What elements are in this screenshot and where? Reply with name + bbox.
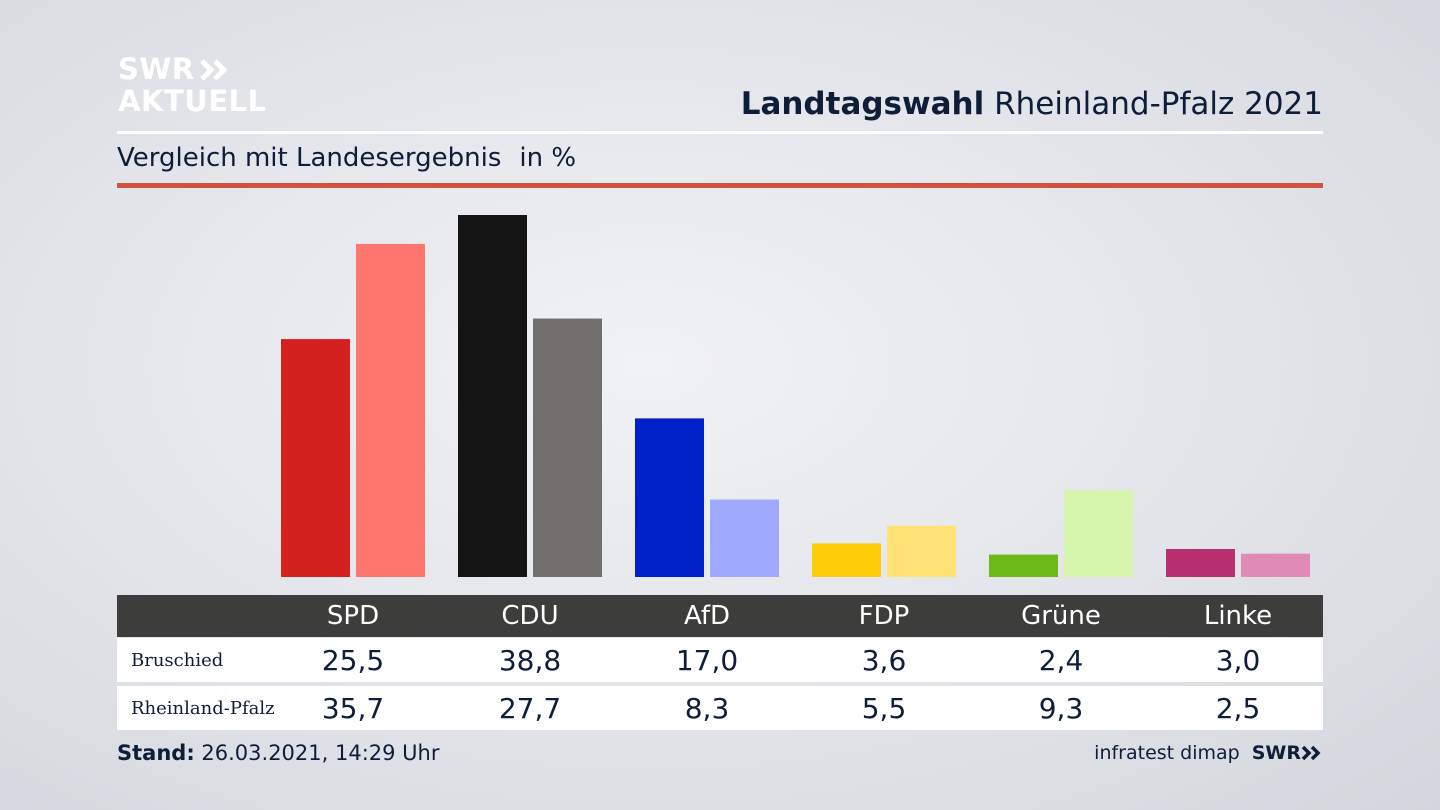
title-rest: Rheinland-Pfalz 2021 <box>984 86 1323 122</box>
table-cell: 3,6 <box>861 643 907 677</box>
table-header-cell: SPD <box>326 601 380 631</box>
bar-afd-state <box>710 499 779 577</box>
table-cell: 3,0 <box>1215 643 1261 677</box>
bar-grüne-local <box>989 554 1058 577</box>
source-name: infratest dimap <box>1094 742 1240 764</box>
table-cell: 2,5 <box>1215 691 1261 725</box>
swr-brand-text: SWR <box>1251 742 1301 764</box>
bar-afd-local <box>635 418 704 577</box>
table-cell: 8,3 <box>684 691 730 725</box>
timestamp: Stand: 26.03.2021, 14:29 Uhr <box>117 741 440 765</box>
bar-spd-state <box>356 243 425 578</box>
stand-label: Stand: <box>117 741 195 765</box>
table-cell: 38,8 <box>498 643 562 677</box>
table-row: Bruschied 25,5 38,8 17,0 3,6 2,4 3,0 <box>117 638 1323 682</box>
table-cell: 5,5 <box>861 691 907 725</box>
bar-grüne-state <box>1064 490 1133 577</box>
bar-linke-local <box>1166 549 1235 577</box>
table-header-cell: Linke <box>1203 601 1273 631</box>
bar-fdp-local <box>812 543 881 577</box>
table-cell: 35,7 <box>321 691 385 725</box>
table-row: Rheinland-Pfalz 35,7 27,7 8,3 5,5 9,3 2,5 <box>117 686 1323 730</box>
subtitle-unit: in % <box>519 143 577 173</box>
table-cell: 27,7 <box>498 691 562 725</box>
swr-brand: SWR <box>1252 742 1323 764</box>
subtitle-text: Vergleich mit Landesergebnis <box>117 143 502 173</box>
table-cell: 9,3 <box>1038 691 1084 725</box>
header-divider <box>117 131 1323 134</box>
table-header-cell: FDP <box>858 601 910 631</box>
bar-cdu-state <box>533 318 602 577</box>
table-header-cell: AfD <box>683 601 731 631</box>
page-title: Landtagswahl Rheinland-Pfalz 2021 <box>741 86 1323 122</box>
table-header-cell: Grüne <box>1021 601 1101 631</box>
table-cell: 2,4 <box>1038 643 1084 677</box>
row-label: Rheinland-Pfalz <box>131 697 275 719</box>
table-header: SPD CDU AfD FDP Grüne Linke <box>117 595 1323 637</box>
source-credit: infratest dimap SWR <box>1094 742 1323 764</box>
logo-aktuell-text: AKTUELL <box>118 84 267 118</box>
table-header-cell: CDU <box>501 601 559 631</box>
bar-linke-state <box>1241 553 1310 577</box>
bar-spd-local <box>281 339 350 577</box>
row-label: Bruschied <box>131 649 224 671</box>
bar-cdu-local <box>458 215 527 577</box>
table-cell: 17,0 <box>675 643 739 677</box>
double-chevron-icon <box>199 58 228 81</box>
double-chevron-icon <box>1301 745 1321 761</box>
title-bold: Landtagswahl <box>740 86 985 122</box>
accent-rule <box>117 183 1323 188</box>
stand-value: 26.03.2021, 14:29 Uhr <box>194 741 440 765</box>
table-cell: 25,5 <box>321 643 385 677</box>
bar-fdp-state <box>887 525 956 577</box>
logo-swr-text: SWR <box>118 52 195 86</box>
swr-aktuell-logo: SWR AKTUELL <box>118 52 267 118</box>
chart-subtitle: Vergleich mit Landesergebnis in % <box>117 143 576 173</box>
